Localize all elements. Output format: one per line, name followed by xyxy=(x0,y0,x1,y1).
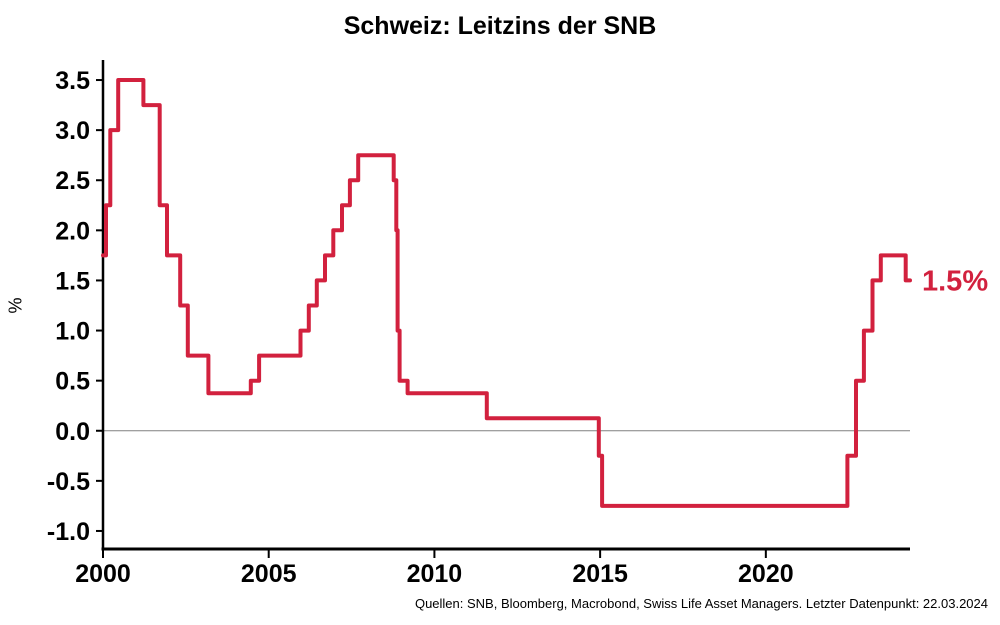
y-tick-label: 1.5 xyxy=(55,267,90,295)
source-note: Quellen: SNB, Bloomberg, Macrobond, Swis… xyxy=(414,596,988,611)
chart-title: Schweiz: Leitzins der SNB xyxy=(343,12,657,40)
last-value-label: 1.5% xyxy=(922,265,988,297)
x-tick-label: 2010 xyxy=(407,560,463,588)
y-tick-label: 2.0 xyxy=(55,217,90,245)
x-tick-label: 2000 xyxy=(75,560,131,588)
y-tick-label: 3.5 xyxy=(55,67,90,95)
y-tick-label: 2.5 xyxy=(55,167,90,195)
y-tick-label: -0.5 xyxy=(47,468,90,496)
x-tick-label: 2015 xyxy=(572,560,628,588)
y-tick-label: -1.0 xyxy=(47,518,90,546)
y-tick-label: 0.0 xyxy=(55,418,90,446)
x-tick-label: 2020 xyxy=(738,560,794,588)
y-tick-label: 0.5 xyxy=(55,368,90,396)
y-tick-label: 3.0 xyxy=(55,117,90,145)
y-tick-label: 1.0 xyxy=(55,318,90,346)
policy-rate-step-line xyxy=(101,78,912,508)
x-tick-label: 2005 xyxy=(241,560,297,588)
